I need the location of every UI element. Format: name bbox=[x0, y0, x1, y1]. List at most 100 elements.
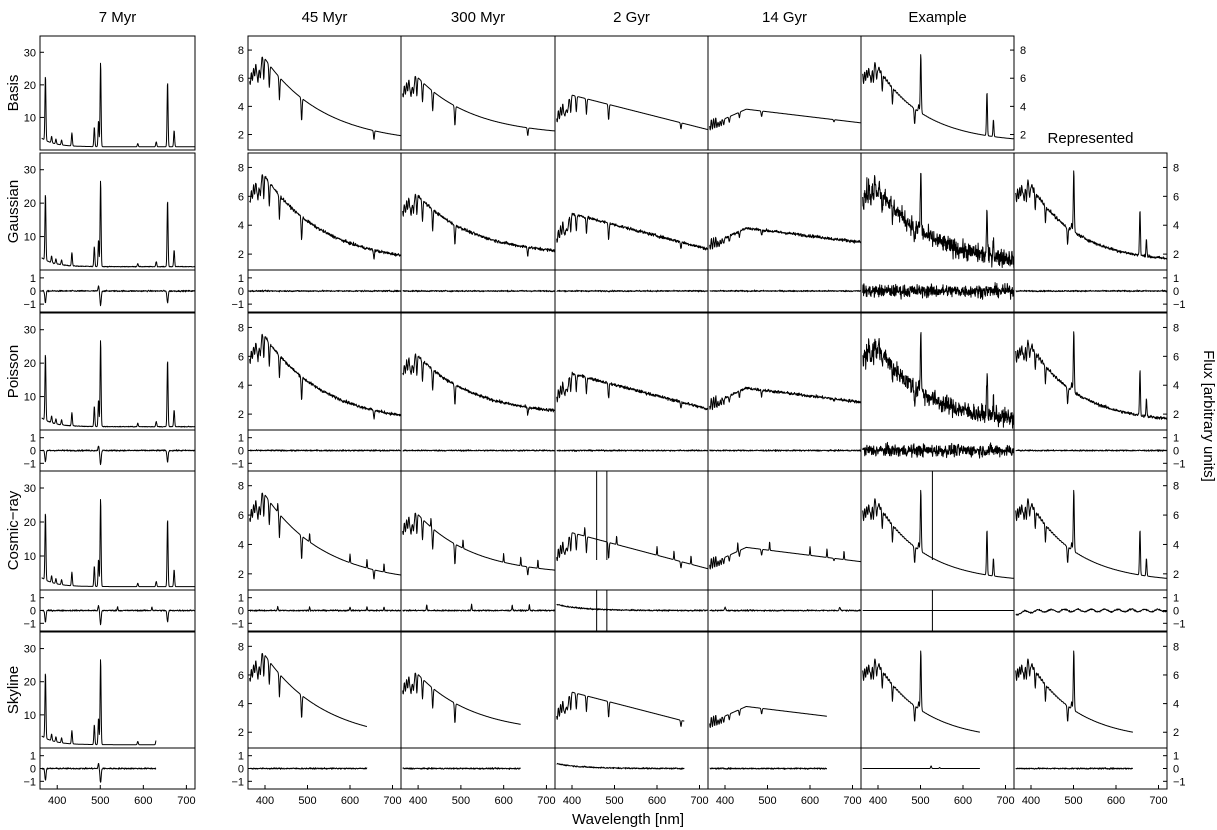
residual-panel-4-3 bbox=[707, 589, 862, 632]
panel-frame bbox=[400, 35, 556, 151]
spectrum-line bbox=[249, 449, 401, 452]
y-tick-label: 8 bbox=[1173, 322, 1179, 334]
y-tick-label: 1 bbox=[1173, 273, 1179, 285]
residual-panel-2-3 bbox=[400, 589, 556, 632]
panel-frame bbox=[400, 152, 556, 271]
spectrum-line bbox=[709, 606, 861, 612]
spectrum-line bbox=[41, 659, 157, 746]
y-tick-label: 1 bbox=[238, 273, 244, 285]
y-tick-label: 0 bbox=[1173, 606, 1179, 618]
spectrum-line bbox=[556, 603, 708, 612]
spectrum-line bbox=[556, 527, 708, 570]
residual-panel-2-4: 400 500 600 700 bbox=[400, 747, 556, 807]
y-tick-label: 0 bbox=[1173, 446, 1179, 458]
y-tick-label: 1 bbox=[30, 751, 36, 763]
residual-panel-5-1 bbox=[860, 269, 1015, 313]
spectrum-line bbox=[556, 762, 685, 770]
y-tick-label: 6 bbox=[1173, 670, 1179, 682]
y-tick-label: 2 bbox=[238, 130, 244, 142]
panel-frame bbox=[707, 631, 862, 749]
y-tick-label: −1 bbox=[1173, 618, 1186, 630]
residual-panel-6-4: 10−1 400 500 600 700 bbox=[1013, 747, 1186, 807]
y-tick-label: 0 bbox=[238, 606, 244, 618]
y-tick-label: −1 bbox=[23, 618, 36, 630]
panel-frame bbox=[247, 470, 402, 591]
y-tick-label: 8 bbox=[238, 162, 244, 174]
spectrum-line bbox=[709, 541, 861, 570]
residual-panel-4-2 bbox=[707, 429, 862, 472]
spectrum-line bbox=[1015, 331, 1167, 420]
y-tick-label: 0 bbox=[30, 446, 36, 458]
spectrum-line bbox=[402, 289, 555, 293]
spectrum-line bbox=[556, 94, 708, 131]
y-tick-label: 6 bbox=[1173, 510, 1179, 522]
spectrum-line bbox=[1015, 650, 1134, 733]
y-tick-label: 4 bbox=[1173, 220, 1179, 232]
spectrum-line bbox=[41, 285, 195, 307]
spectrum-line bbox=[862, 282, 1014, 300]
residual-panel-2-2 bbox=[400, 429, 556, 472]
spectrum-line bbox=[249, 767, 368, 770]
spectrum-panel-6-1: 2 4 6 8 bbox=[1013, 152, 1179, 271]
residual-panel-4-4: 400 500 600 700 bbox=[707, 747, 862, 807]
panel-frame bbox=[1013, 312, 1168, 431]
y-tick-label: 0 bbox=[30, 606, 36, 618]
y-tick-label: −1 bbox=[23, 458, 36, 470]
y-axis-title: Flux [arbitrary units] bbox=[1200, 350, 1217, 482]
spectrum-line bbox=[249, 174, 401, 260]
x-tick-label: 400 bbox=[48, 795, 66, 807]
spectrum-line bbox=[41, 499, 195, 588]
x-tick-label: 400 bbox=[1022, 795, 1040, 807]
residual-panel-1-1: 10−1 bbox=[231, 269, 402, 313]
y-tick-label: 0 bbox=[238, 286, 244, 298]
residual-panel-3-3 bbox=[554, 589, 709, 632]
x-tick-label: 500 bbox=[298, 795, 316, 807]
y-tick-label: 6 bbox=[1173, 351, 1179, 363]
panel-frame bbox=[39, 35, 196, 151]
residual-panel-1-3: 10−1 bbox=[231, 589, 402, 632]
panel-frame bbox=[554, 631, 709, 749]
column-title: 300 Myr bbox=[451, 9, 505, 26]
spectrum-panel-3-3 bbox=[554, 470, 709, 591]
y-tick-label: 1 bbox=[30, 433, 36, 445]
panel-frame bbox=[860, 35, 1015, 151]
residual-panel-1-4: 10−1 400 500 600 700 bbox=[231, 747, 402, 807]
row-title: Basis bbox=[5, 75, 22, 112]
spectrum-panel-4-1 bbox=[707, 152, 862, 271]
spectrum-panel-4-2 bbox=[707, 312, 862, 431]
spectrum-panel-1-3: 2 4 6 8 bbox=[238, 470, 402, 591]
spectrum-panel-5-3 bbox=[860, 470, 1015, 591]
spectrum-line bbox=[556, 212, 708, 251]
y-tick-label: 1 bbox=[1173, 751, 1179, 763]
x-tick-label: 700 bbox=[537, 795, 555, 807]
y-tick-label: 10 bbox=[24, 112, 36, 124]
spectrum-line bbox=[862, 489, 1014, 579]
x-tick-label: 500 bbox=[911, 795, 929, 807]
spectrum-line bbox=[402, 672, 521, 725]
y-tick-label: 4 bbox=[238, 539, 244, 551]
spectrum-line bbox=[709, 227, 861, 250]
x-tick-label: 500 bbox=[758, 795, 776, 807]
spectrum-line bbox=[402, 449, 555, 452]
spectrum-line bbox=[249, 605, 401, 612]
residual-panel-0-1: 10−1 bbox=[23, 269, 196, 313]
panel-frame bbox=[554, 35, 709, 151]
y-tick-label: 1 bbox=[30, 273, 36, 285]
spectrum-panel-1-0: 2 4 6 8 bbox=[238, 35, 402, 151]
y-tick-label: 30 bbox=[24, 325, 36, 337]
spectrum-line bbox=[862, 54, 1014, 140]
x-tick-label: 700 bbox=[996, 795, 1014, 807]
panel-frame bbox=[707, 470, 862, 591]
spectrum-line bbox=[709, 767, 828, 770]
spectrum-panel-1-1: 2 4 6 8 bbox=[238, 152, 402, 271]
spectrum-panel-4-0 bbox=[707, 35, 862, 151]
spectrum-line bbox=[1015, 449, 1167, 452]
y-tick-label: 2 bbox=[1020, 130, 1026, 142]
column-title: 14 Gyr bbox=[762, 9, 807, 26]
y-tick-label: 6 bbox=[238, 73, 244, 85]
spectrum-panel-5-2 bbox=[860, 312, 1015, 431]
y-tick-label: 4 bbox=[238, 101, 244, 113]
panel-frame bbox=[400, 470, 556, 591]
panel-frame bbox=[860, 470, 1015, 591]
y-tick-label: 10 bbox=[24, 232, 36, 244]
